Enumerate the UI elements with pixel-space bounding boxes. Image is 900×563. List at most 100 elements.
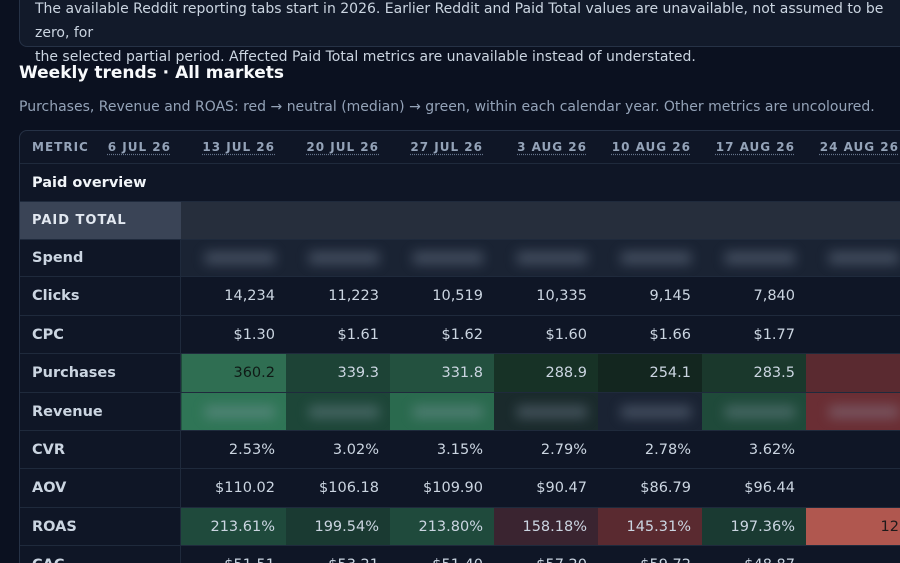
table-cell: 3.62% <box>748 441 795 458</box>
table-cell <box>806 277 900 315</box>
table-cell: $96.44 <box>744 480 795 496</box>
table-cell: $90.47 <box>536 480 587 496</box>
table-cell: 360.2 <box>182 354 286 392</box>
table-cell: 2.53% <box>228 441 275 458</box>
table-cell: 288.9 <box>494 354 598 392</box>
redacted-value <box>517 405 587 418</box>
row-label: CAC <box>20 546 181 563</box>
table-cell: 339.3 <box>286 354 390 392</box>
table-header-row: METRIC 6 JUL 26 13 JUL 26 20 JUL 26 27 JUL 2… <box>20 131 900 164</box>
table-cell: $1.62 <box>441 326 483 343</box>
row-label: CVR <box>20 431 181 468</box>
redacted-value <box>829 252 899 264</box>
table-cell <box>182 393 286 430</box>
week-column-header[interactable]: 10 AUG 26 <box>611 140 691 154</box>
redacted-value <box>309 405 379 418</box>
table-cell <box>286 393 390 430</box>
table-row: Purchases342.5360.2339.3331.8288.9254.12… <box>20 354 900 393</box>
redacted-value <box>413 405 483 418</box>
table-cell: $1.66 <box>649 326 691 343</box>
redacted-value <box>205 252 275 264</box>
table-cell <box>182 240 286 276</box>
table-cell <box>806 316 900 353</box>
table-cell: $51.40 <box>390 546 494 563</box>
table-cell <box>598 240 702 276</box>
table-cell: 14,234 <box>224 288 275 304</box>
row-label: Purchases <box>20 354 181 392</box>
table-cell: 2.78% <box>644 441 691 458</box>
week-column-header[interactable]: 6 JUL 26 <box>107 140 171 154</box>
table-cell: 283.5 <box>702 354 806 392</box>
redacted-value <box>205 405 275 418</box>
table-cell: $86.79 <box>640 480 691 496</box>
week-column-header[interactable]: 20 JUL 26 <box>306 140 379 154</box>
week-column-header[interactable]: 3 AUG 26 <box>517 140 587 154</box>
table-cell <box>390 393 494 430</box>
table-cell: 7,840 <box>753 288 795 304</box>
week-column-header[interactable]: 24 AUG 26 <box>819 140 899 154</box>
subgroup-row-paid-total: PAID TOTAL <box>20 202 900 240</box>
table-row: ROAS214.14%213.61%199.54%213.80%158.18%1… <box>20 508 900 546</box>
table-cell: 197.36% <box>702 508 806 545</box>
week-column-header[interactable]: 13 JUL 26 <box>202 140 275 154</box>
subgroup-label: PAID TOTAL <box>20 202 181 239</box>
table-cell: 2.79% <box>540 441 587 458</box>
redacted-value <box>621 405 691 418</box>
table-cell: $1.77 <box>753 326 795 343</box>
table-row: CPC$1.25$1.30$1.61$1.62$1.60$1.66$1.77 <box>20 316 900 354</box>
group-row-paid-overview: Paid overview <box>20 164 900 202</box>
group-label: Paid overview <box>32 174 147 191</box>
table-cell: $1.30 <box>233 326 275 343</box>
redacted-value <box>725 405 795 418</box>
table-cell: 213.80% <box>390 508 494 545</box>
week-column-header[interactable]: 27 JUL 26 <box>410 140 483 154</box>
weekly-trends-table[interactable]: METRIC 6 JUL 26 13 JUL 26 20 JUL 26 27 JUL 2… <box>19 130 900 563</box>
table-row: Clicks13,53214,23411,22310,51910,3359,14… <box>20 277 900 316</box>
row-label: Revenue <box>20 393 181 430</box>
section-title: Weekly trends · All markets <box>19 63 284 83</box>
row-label: CPC <box>20 316 181 353</box>
table-cell: 199.54% <box>286 508 390 545</box>
table-cell <box>806 431 900 468</box>
table-row: Revenue <box>20 393 900 431</box>
table-cell <box>806 240 900 276</box>
table-cell: $1.60 <box>545 326 587 343</box>
table-cell: $109.90 <box>423 480 483 496</box>
table-cell <box>806 469 900 507</box>
table-cell: 254.1 <box>598 354 702 392</box>
table-cell: $59.72 <box>598 546 702 563</box>
table-cell: $48.87 <box>702 546 806 563</box>
row-label: Spend <box>20 240 181 276</box>
table-cell <box>390 240 494 276</box>
metric-column-header: METRIC <box>32 140 89 154</box>
section-caption: Purchases, Revenue and ROAS: red → neutr… <box>19 99 875 115</box>
redacted-value <box>621 252 691 264</box>
table-cell: $110.02 <box>215 480 275 496</box>
table-cell: $53.21 <box>286 546 390 563</box>
table-cell <box>286 240 390 276</box>
table-cell <box>494 240 598 276</box>
table-cell <box>806 393 900 430</box>
redacted-value <box>309 252 379 264</box>
table-cell: $51.51 <box>182 546 286 563</box>
table-cell: 145.31% <box>598 508 702 545</box>
table-cell <box>702 240 806 276</box>
redacted-value <box>413 252 483 264</box>
redacted-value <box>517 252 587 264</box>
table-cell <box>702 393 806 430</box>
table-cell: $106.18 <box>319 480 379 496</box>
redacted-value <box>725 252 795 264</box>
table-row: CAC$49.44$51.51$53.21$51.40$57.20$59.72$… <box>20 546 900 563</box>
week-column-header[interactable]: 17 AUG 26 <box>715 140 795 154</box>
redacted-value <box>829 405 899 418</box>
table-cell: 12 <box>806 508 900 545</box>
notice-line-1: The available Reddit reporting tabs star… <box>35 1 884 41</box>
table-cell: 11,223 <box>328 288 379 304</box>
table-cell: $1.61 <box>337 326 379 343</box>
table-cell: 3.15% <box>436 441 483 458</box>
table-cell <box>806 354 900 392</box>
row-label: AOV <box>20 469 181 507</box>
row-label: Clicks <box>20 277 181 315</box>
row-label: ROAS <box>20 508 181 545</box>
